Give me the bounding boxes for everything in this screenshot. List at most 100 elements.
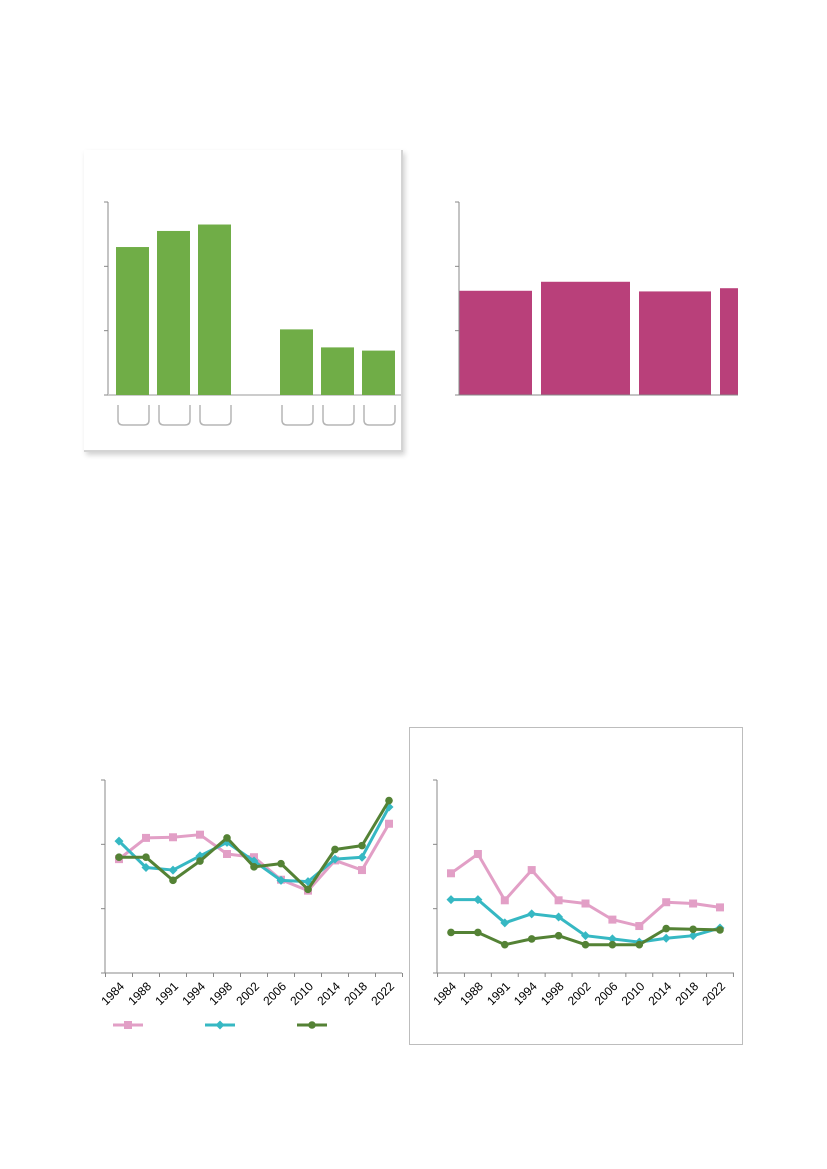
bl-series-1-point-1 [141,862,151,872]
br-series-2-point-9 [689,925,697,934]
br-x-tick-label-9: 2018 [672,979,701,1008]
bl-x-tick-label-7: 2010 [287,979,316,1008]
tr-bar-3 [720,288,738,395]
br-series-2-point-4 [554,931,563,940]
bl-series-2-point-2 [169,876,177,885]
br-series-2-point-6 [608,940,617,949]
chart-panel-bottom-right [409,727,743,1045]
bl-series-0-point-4 [223,849,231,858]
bl-series-2-point-4 [223,834,231,842]
br-series-0-point-1 [473,849,482,858]
bl-x-tick-label-1: 1988 [125,979,154,1008]
br-series-0-point-4 [554,896,563,905]
tl-category-label-1 [158,405,191,426]
bl-series-1-point-2 [168,865,178,875]
br-series-1-point-4 [554,912,564,922]
bl-series-1-point-9 [357,852,367,862]
tl-category-label-0 [117,405,150,426]
bl-legend-marker-2 [308,1021,316,1029]
br-series-0-point-3 [527,866,536,875]
bl-x-tick-label-2: 1991 [152,979,181,1008]
bl-x-tick-label-0: 1984 [98,979,127,1008]
br-x-tick-label-7: 2010 [619,979,648,1008]
br-series-1-point-9 [688,931,698,941]
br-x-tick-label-2: 1991 [484,979,513,1008]
bl-x-tick-label-9: 2018 [341,979,370,1008]
br-series-0-point-8 [662,898,671,907]
tl-category-label-2 [199,405,232,426]
bl-series-2-point-5 [250,863,258,871]
tl-bar-2 [198,224,231,395]
bl-series-2-point-3 [196,857,204,865]
bl-series-2-point-0 [115,853,123,861]
bl-x-tick-label-8: 2014 [314,979,343,1008]
bar-chart-top-left [104,201,401,426]
br-series-2-point-7 [635,940,644,949]
br-series-line-0 [450,852,721,928]
line-chart-bottom-right: 1984198819911994199820022006201020142018… [430,779,734,1008]
bl-series-2-point-8 [331,845,339,854]
bl-series-0-point-10 [385,819,393,828]
br-series-0-point-7 [635,922,644,931]
tl-bar-3 [280,329,313,395]
br-series-0-point-0 [447,869,455,878]
br-series-1-point-6 [607,934,617,944]
bl-series-2-point-6 [277,859,285,868]
bl-series-0-point-1 [142,833,150,842]
bl-series-line-2 [119,799,391,891]
line-chart-bottom-left: 1984198819911994199820022006201020142018… [98,779,403,1030]
br-x-tick-label-0: 1984 [430,979,459,1008]
bl-x-tick-label-5: 2002 [233,979,262,1008]
br-series-1-point-8 [661,933,671,943]
bl-series-2-point-7 [304,885,312,894]
bar-chart-top-right [455,201,738,396]
br-x-tick-label-4: 1998 [538,979,567,1008]
br-series-0-point-9 [689,899,698,908]
br-series-0-point-10 [716,903,724,912]
bl-series-0-point-3 [196,830,204,839]
br-series-0-point-6 [608,915,617,924]
bl-series-1-point-6 [276,875,286,885]
br-series-2-point-3 [527,935,536,943]
br-series-1-point-1 [473,895,483,905]
tl-category-label-5 [363,405,396,426]
tl-category-label-4 [322,405,355,426]
tl-bar-1 [157,230,190,395]
bl-series-2-point-9 [358,841,366,850]
br-series-1-point-5 [581,931,590,941]
br-series-1-point-3 [527,909,537,919]
br-x-tick-label-5: 2002 [565,979,594,1008]
br-series-2-point-2 [501,940,509,949]
tl-bar-0 [116,247,149,395]
bl-series-2-point-10 [385,796,393,805]
bl-series-2-point-1 [142,853,150,861]
br-series-0-point-5 [581,899,590,908]
bl-series-0-point-2 [169,833,177,842]
bl-series-1-point-8 [330,854,340,864]
br-x-tick-label-3: 1994 [511,979,540,1008]
br-series-2-point-5 [581,940,590,949]
bl-series-0-point-9 [358,866,366,875]
br-series-2-point-8 [662,924,670,933]
br-series-1-point-0 [446,895,456,905]
tl-bar-5 [362,350,395,395]
bl-x-tick-label-10: 2022 [368,979,397,1008]
tr-bar-2 [639,291,711,395]
br-x-tick-label-1: 1988 [457,979,486,1008]
bl-x-tick-label-3: 1994 [179,979,208,1008]
tl-category-label-3 [281,405,314,426]
bl-x-tick-label-4: 1998 [206,979,235,1008]
tr-bar-0 [459,290,532,395]
br-series-2-point-0 [447,928,455,937]
tr-bar-1 [541,281,630,395]
bl-x-tick-label-6: 2006 [260,979,289,1008]
br-x-tick-label-8: 2014 [646,979,675,1008]
bl-legend-marker-0 [124,1021,132,1029]
br-x-tick-label-6: 2006 [592,979,621,1008]
tl-bar-4 [321,347,354,395]
br-series-2-point-1 [474,928,482,937]
br-x-tick-label-10: 2022 [699,979,728,1008]
bl-legend-marker-1 [215,1020,225,1030]
br-series-1-point-2 [500,918,510,928]
